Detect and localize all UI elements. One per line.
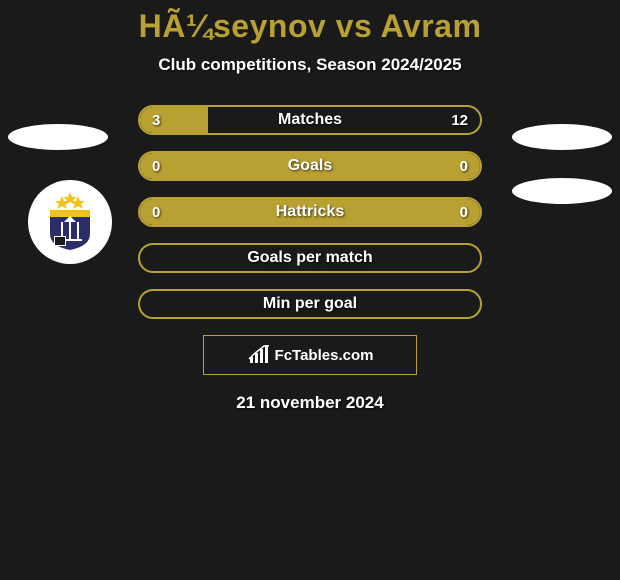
comparison-title: HÃ¼seynov vs Avram	[0, 8, 620, 45]
stat-right-value: 0	[460, 158, 468, 175]
stat-label: Min per goal	[263, 295, 357, 313]
stat-label: Goals per match	[247, 249, 372, 267]
comparison-card: HÃ¼seynov vs Avram Club competitions, Se…	[0, 0, 620, 413]
stat-row-goals-per-match: Goals per match	[138, 243, 482, 273]
stat-left-value: 0	[152, 158, 160, 175]
stat-right-value: 12	[451, 112, 468, 129]
brand-text: FcTables.com	[275, 347, 374, 364]
stat-fill	[140, 107, 208, 133]
player-right-placeholder-1-icon	[512, 124, 612, 150]
stat-label: Goals	[288, 157, 332, 175]
stat-row-min-per-goal: Min per goal	[138, 289, 482, 319]
stat-row-goals: 0 Goals 0	[138, 151, 482, 181]
footer-date: 21 november 2024	[0, 393, 620, 413]
stat-left-value: 0	[152, 204, 160, 221]
stat-left-value: 3	[152, 112, 160, 129]
brand-chart-icon	[247, 345, 271, 365]
stat-row-hattricks: 0 Hattricks 0	[138, 197, 482, 227]
stat-right-value: 0	[460, 204, 468, 221]
player-right-placeholder-2-icon	[512, 178, 612, 204]
stat-row-matches: 3 Matches 12	[138, 105, 482, 135]
comparison-subtitle: Club competitions, Season 2024/2025	[0, 55, 620, 75]
brand-box: FcTables.com	[203, 335, 417, 375]
club-badge-left-icon	[28, 180, 112, 264]
stat-label: Matches	[278, 111, 342, 129]
stat-label: Hattricks	[276, 203, 344, 221]
player-left-placeholder-icon	[8, 124, 108, 150]
stat-bars: 3 Matches 12 0 Goals 0 0 Hattricks 0 Goa…	[138, 105, 482, 319]
